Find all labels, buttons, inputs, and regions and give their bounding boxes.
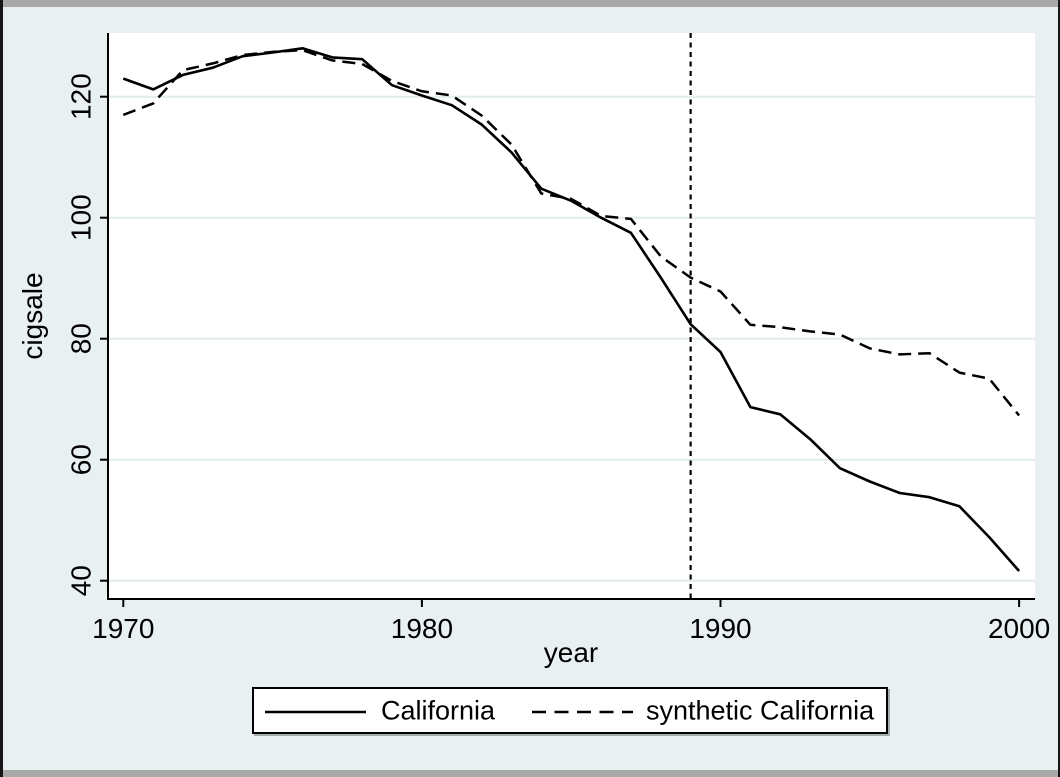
series-lines [122,46,1021,572]
x-tick-label: 1980 [391,613,453,644]
y-tick-label: 100 [66,194,97,241]
y-axis-title: cigsale [17,272,48,359]
legend-solid-line-sample [265,702,366,720]
x-tick-label: 1990 [689,613,751,644]
y-tick-label: 60 [66,444,97,475]
y-tick-label: 80 [66,323,97,354]
plot-background [108,33,1035,599]
x-tick-label: 2000 [988,613,1050,644]
x-tick-label: 1970 [92,613,154,644]
axes [100,33,1035,607]
window-top-edge [3,0,1058,7]
legend-dashed-line-sample [532,702,633,720]
x-axis-title: year [544,637,598,668]
series-synthetic-california [122,48,1021,417]
legend-label-california: California [381,695,496,725]
gridlines [108,95,1035,582]
tick-labels: 1970 1980 1990 2000 40 60 80 100 120 [66,73,1051,644]
y-tick-label: 120 [66,73,97,120]
window-bottom-edge [3,770,1058,777]
legend-label-synthetic-california: synthetic California [646,695,875,725]
legend: California synthetic California [252,687,888,734]
y-tick-label: 40 [66,565,97,596]
plot-area [108,33,1035,599]
